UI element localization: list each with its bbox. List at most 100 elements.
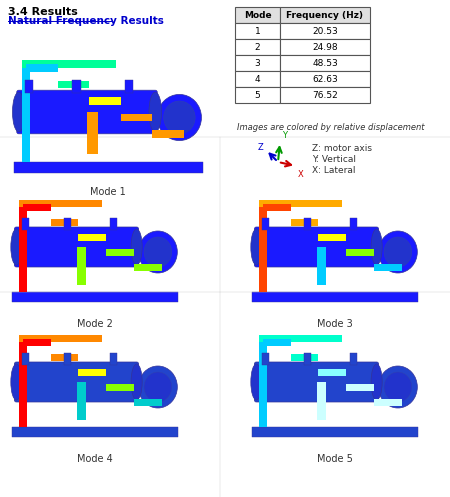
Bar <box>259 202 266 292</box>
Bar <box>23 338 50 345</box>
Text: 20.53: 20.53 <box>312 26 338 35</box>
FancyBboxPatch shape <box>254 362 378 402</box>
Text: Z: Z <box>258 144 264 153</box>
Bar <box>50 219 78 226</box>
Bar <box>121 114 152 121</box>
FancyBboxPatch shape <box>14 362 139 402</box>
Ellipse shape <box>164 101 195 134</box>
Ellipse shape <box>144 372 172 402</box>
Ellipse shape <box>158 94 202 141</box>
Bar <box>291 219 318 226</box>
FancyBboxPatch shape <box>280 87 370 103</box>
Text: X: X <box>298 170 304 179</box>
Bar <box>134 399 162 406</box>
Bar <box>19 337 27 427</box>
Text: 76.52: 76.52 <box>312 90 338 99</box>
FancyBboxPatch shape <box>254 227 378 267</box>
FancyBboxPatch shape <box>235 71 280 87</box>
Bar <box>263 203 291 211</box>
FancyBboxPatch shape <box>235 39 280 55</box>
Ellipse shape <box>139 366 177 408</box>
Ellipse shape <box>11 364 22 400</box>
Bar <box>316 382 326 420</box>
Text: Frequency (Hz): Frequency (Hz) <box>287 10 364 19</box>
Bar <box>26 64 58 72</box>
Bar <box>152 130 184 138</box>
FancyBboxPatch shape <box>280 71 370 87</box>
Bar <box>263 338 291 345</box>
Text: Mode 4: Mode 4 <box>77 454 113 464</box>
Bar <box>22 353 29 365</box>
Bar <box>76 247 86 285</box>
Bar <box>374 399 401 406</box>
Text: 24.98: 24.98 <box>312 43 338 52</box>
Bar <box>374 263 401 270</box>
Bar <box>259 337 266 427</box>
Bar <box>259 200 342 207</box>
Ellipse shape <box>139 231 177 273</box>
Bar <box>106 384 134 391</box>
Bar <box>14 162 203 172</box>
Bar <box>316 247 326 285</box>
Bar <box>106 248 134 255</box>
FancyBboxPatch shape <box>235 7 280 23</box>
Bar <box>318 234 346 241</box>
Ellipse shape <box>11 229 22 265</box>
Bar <box>63 218 71 230</box>
Text: Y: Vertical: Y: Vertical <box>312 155 356 164</box>
Bar <box>87 112 98 154</box>
Bar <box>125 80 133 93</box>
Ellipse shape <box>131 229 142 265</box>
Text: 4: 4 <box>255 75 260 83</box>
Ellipse shape <box>371 229 382 265</box>
Bar <box>318 368 346 376</box>
Text: 3: 3 <box>255 59 261 68</box>
FancyBboxPatch shape <box>235 87 280 103</box>
Bar <box>76 382 86 420</box>
Bar <box>12 427 178 437</box>
Text: Natural Frequency Results: Natural Frequency Results <box>8 16 164 26</box>
Text: 2: 2 <box>255 43 260 52</box>
Text: Mode: Mode <box>244 10 271 19</box>
Bar <box>259 335 342 342</box>
Bar <box>89 97 121 105</box>
Bar <box>252 427 418 437</box>
Text: Z: motor axis: Z: motor axis <box>312 144 372 153</box>
FancyBboxPatch shape <box>14 227 139 267</box>
Text: 5: 5 <box>255 90 261 99</box>
Bar <box>304 353 311 365</box>
Text: 1: 1 <box>255 26 261 35</box>
Ellipse shape <box>149 92 162 132</box>
Bar <box>304 218 311 230</box>
Bar <box>346 248 374 255</box>
Ellipse shape <box>13 92 25 132</box>
Text: Mode 3: Mode 3 <box>317 319 353 329</box>
Bar <box>110 353 117 365</box>
Bar <box>25 80 33 93</box>
Text: Images are colored by relative displacement: Images are colored by relative displacem… <box>237 123 424 132</box>
FancyBboxPatch shape <box>280 7 370 23</box>
Ellipse shape <box>384 237 412 267</box>
Ellipse shape <box>251 229 262 265</box>
Text: X: Lateral: X: Lateral <box>312 166 356 175</box>
FancyBboxPatch shape <box>280 55 370 71</box>
Ellipse shape <box>371 364 382 400</box>
Bar <box>350 218 357 230</box>
Bar <box>58 81 89 88</box>
Bar <box>12 292 178 302</box>
Ellipse shape <box>378 366 417 408</box>
Ellipse shape <box>131 364 142 400</box>
Bar <box>22 60 117 68</box>
Ellipse shape <box>384 372 412 402</box>
Text: 48.53: 48.53 <box>312 59 338 68</box>
Bar <box>50 353 78 360</box>
Text: 62.63: 62.63 <box>312 75 338 83</box>
Ellipse shape <box>144 237 172 267</box>
Bar <box>350 353 357 365</box>
Bar <box>252 292 418 302</box>
Bar <box>19 200 103 207</box>
Bar <box>23 203 50 211</box>
FancyBboxPatch shape <box>280 39 370 55</box>
FancyBboxPatch shape <box>17 90 157 134</box>
Text: 3.4 Results: 3.4 Results <box>8 7 78 17</box>
